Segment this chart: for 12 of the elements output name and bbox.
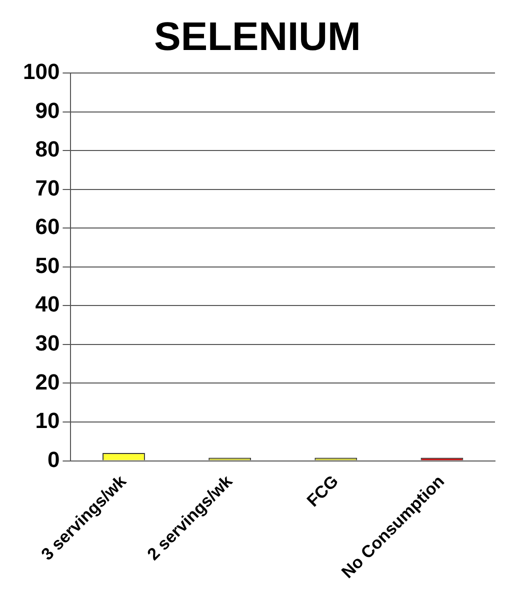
chart-title: SELENIUM xyxy=(154,15,361,60)
y-tick-label: 20 xyxy=(35,369,60,394)
y-tick-label: 60 xyxy=(35,214,60,240)
y-tick-label: 40 xyxy=(35,292,60,317)
y-tick-label: 0 xyxy=(47,446,60,472)
y-tick-label: 10 xyxy=(35,408,60,434)
y-tick-label: 100 xyxy=(22,59,60,84)
y-tick-label: 30 xyxy=(35,330,60,356)
y-tick-label: 70 xyxy=(35,175,60,200)
y-tick-label: 90 xyxy=(35,98,60,123)
y-tick-label: 50 xyxy=(35,252,60,278)
y-tick-label: 80 xyxy=(35,136,60,162)
